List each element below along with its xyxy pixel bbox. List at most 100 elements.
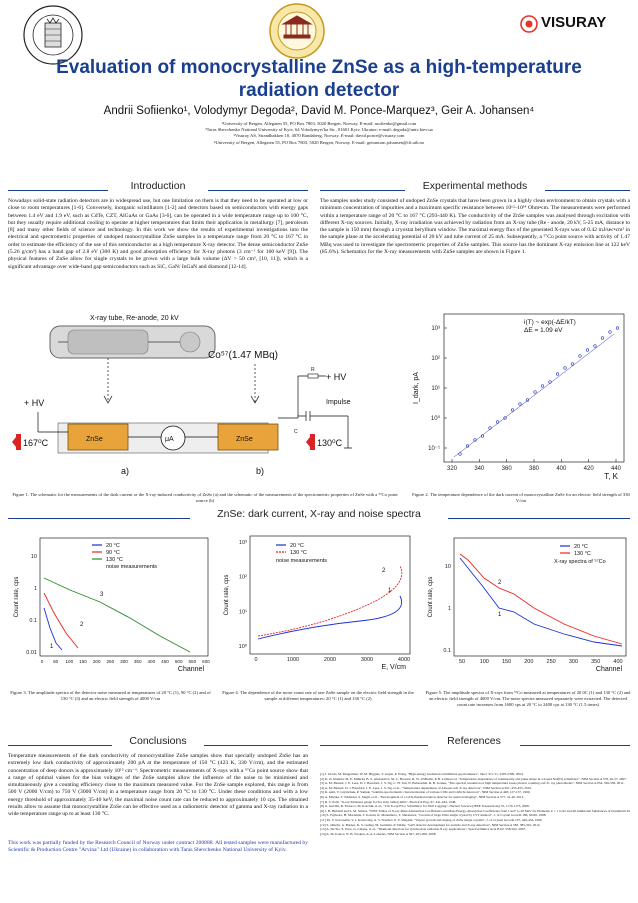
curve-20C bbox=[257, 595, 402, 640]
reference-item: [3] A. M. Barnett, J. E. Lees, D. J. Bas… bbox=[320, 781, 625, 786]
figure-3-caption: Figure 3. The amplitude spectra of the d… bbox=[10, 690, 211, 701]
figure-4-caption: Figure 4. The dependence of the noise co… bbox=[222, 690, 414, 701]
x-tick-label: 150 bbox=[79, 659, 87, 664]
hv-left-label: + HV bbox=[24, 398, 44, 408]
reference-item: [14] A. M. Ivanov, N. B. Strokan, A. A. … bbox=[320, 831, 437, 836]
figure-2-dark-current-chart: 10³ 10² 10¹ 10⁰ 10⁻¹ 320 340 360 380 400 420 440 T, … bbox=[406, 306, 634, 492]
x-tick-label: 100 bbox=[480, 659, 489, 665]
xray-tube-label: X-ray tube, Re-anode, 20 kV bbox=[90, 315, 179, 322]
legend-entry: 20 °C bbox=[290, 543, 304, 549]
curve-130C bbox=[43, 577, 191, 653]
legend-title: X-ray spectra of ⁵⁷Co bbox=[554, 558, 606, 565]
x-tick-label: 0 bbox=[254, 657, 257, 663]
affiliation-4: ⁴University of Bergen, Allegaten 55, PO … bbox=[213, 139, 425, 145]
university-of-bergen-logo bbox=[22, 4, 84, 66]
figure-1-caption: Figure 1. The schematic for the measurem… bbox=[12, 492, 398, 503]
x-tick-label: 600 bbox=[202, 659, 210, 664]
zinc-selenide-sample-right bbox=[217, 423, 279, 451]
curve-130C bbox=[459, 553, 623, 645]
x-tick-label: 250 bbox=[106, 659, 114, 664]
y-tick-label: 10³ bbox=[431, 326, 440, 332]
schematic-label: R bbox=[311, 367, 315, 373]
x-tick-label: 360 bbox=[502, 466, 513, 472]
x-tick-label: 340 bbox=[474, 466, 485, 472]
y-tick-label: 10 bbox=[31, 554, 37, 560]
panel-b-label: b) bbox=[256, 466, 264, 476]
schematic-label: ZnSe bbox=[86, 436, 103, 443]
x-tick-label: 350 bbox=[591, 659, 600, 665]
x-tick-label: 320 bbox=[447, 466, 458, 472]
data-point bbox=[465, 444, 470, 448]
x-tick-label: 3000 bbox=[361, 657, 373, 663]
reference-item: [1] J. Glodo, M. Klugerman, W. M. Higgin… bbox=[320, 772, 524, 776]
y-tick-label: 10² bbox=[239, 575, 247, 581]
y-tick-label: 0.1 bbox=[29, 618, 37, 624]
x-axis-label: Channel bbox=[178, 666, 205, 673]
x-tick-label: 400 bbox=[613, 659, 622, 665]
figure-5-caption: Figure 5: The amplitude spectra of X-ray… bbox=[425, 690, 631, 707]
data-point bbox=[585, 348, 590, 352]
curve-label-1: 1 bbox=[50, 644, 54, 650]
conclusions-header: Conclusions bbox=[112, 735, 204, 747]
curve-label-2: 2 bbox=[498, 580, 502, 586]
introduction-text: Nowadays solid-state radiation detectors… bbox=[8, 198, 308, 270]
legend-entry: 90 °C bbox=[106, 550, 120, 556]
impulse-label: Impulse bbox=[326, 399, 351, 406]
co57-source-label: Co⁵⁷(1.47 MBq) bbox=[208, 350, 278, 361]
x-tick-label: 400 bbox=[556, 466, 567, 472]
data-point bbox=[540, 384, 545, 388]
plot-frame bbox=[443, 313, 625, 463]
y-tick-label: 10¹ bbox=[239, 609, 247, 615]
panel-a-label: a) bbox=[121, 466, 129, 476]
data-point bbox=[563, 366, 567, 370]
plot-frame bbox=[453, 537, 627, 657]
curve-20C bbox=[43, 607, 63, 651]
y-tick-label: 10³ bbox=[239, 540, 247, 546]
reference-item: [12] S. Omeltz, A. Barnes, K. S. Gulley,… bbox=[320, 822, 541, 827]
y-tick-label: 1 bbox=[34, 586, 37, 592]
y-tick-label: 10 bbox=[445, 564, 451, 570]
y-tick-label: 0.01 bbox=[26, 650, 37, 656]
temperature-right-label: 130⁰C bbox=[317, 438, 343, 448]
x-tick-label: 380 bbox=[529, 466, 540, 472]
x-tick-label: 550 bbox=[188, 659, 196, 664]
figure-1-schematic: X-ray tube, Re-anode, 20 kV Co⁵⁷(1.47 MB… bbox=[8, 308, 403, 488]
affiliation-1: ¹University of Bergen, Allegaten 55, PO … bbox=[221, 121, 417, 126]
x-tick-label: 420 bbox=[584, 466, 595, 472]
data-point bbox=[533, 390, 537, 394]
legend-entry: 130 °C bbox=[290, 550, 307, 556]
reference-item: [9] J. H. Hubbell and S. M. Seltzer, "NI… bbox=[320, 808, 630, 813]
figure-3-noise-spectra-chart: 10 1 0.1 0.01 0 50 100 150 200 250 300 350 400 450 500… bbox=[8, 530, 213, 685]
y-tick-label: 10¹ bbox=[431, 386, 440, 392]
y-axis-label: Count rate, cps bbox=[14, 577, 20, 618]
experimental-text: The samples under study consisted of und… bbox=[320, 198, 630, 256]
curve-label-3: 3 bbox=[100, 592, 104, 598]
data-point bbox=[615, 326, 620, 330]
legend-entry: 20 °C bbox=[574, 544, 588, 550]
reference-item: [6] A. Miyake, T. Nishioka, S. Singh, et… bbox=[320, 794, 525, 799]
x-tick-label: 50 bbox=[53, 659, 59, 664]
reference-item: [2] K. O. Imatkin, M. E. Mihicki, B. S. … bbox=[320, 776, 627, 781]
legend-title: noise measurements bbox=[276, 558, 327, 564]
authors: Andrii Sofiienko¹, Volodymyr Degoda², Da… bbox=[103, 105, 535, 117]
data-point bbox=[510, 408, 515, 412]
data-point bbox=[570, 362, 575, 366]
curve-20C bbox=[459, 557, 623, 647]
x-tick-label: 100 bbox=[65, 659, 73, 664]
title-line-1: Evaluation of monocrystalline ZnSe as a … bbox=[56, 57, 582, 78]
x-tick-label: 450 bbox=[161, 659, 169, 664]
temperature-left-label: 167⁰C bbox=[23, 438, 49, 448]
reference-item: [11] Yu. V. Korostelin, V. I. Kozlovsky,… bbox=[320, 817, 543, 822]
thermometer-right-icon bbox=[310, 434, 315, 450]
x-axis-label: Channel bbox=[596, 666, 623, 673]
x-tick-label: 250 bbox=[547, 659, 556, 665]
x-tick-label: 440 bbox=[611, 466, 622, 472]
x-tick-label: 2000 bbox=[324, 657, 336, 663]
plot-frame bbox=[249, 535, 411, 655]
title-line-2: radiation detector bbox=[238, 80, 400, 101]
data-point bbox=[525, 398, 530, 402]
reference-item: [13] A. De Sio, E. Pace, G. Cinque, et a… bbox=[320, 827, 526, 832]
x-tick-label: 300 bbox=[120, 659, 128, 664]
y-tick-label: 0.1 bbox=[443, 648, 451, 654]
references-list: [1] J. Glodo, M. Klugerman, W. M. Higgin… bbox=[320, 772, 630, 836]
